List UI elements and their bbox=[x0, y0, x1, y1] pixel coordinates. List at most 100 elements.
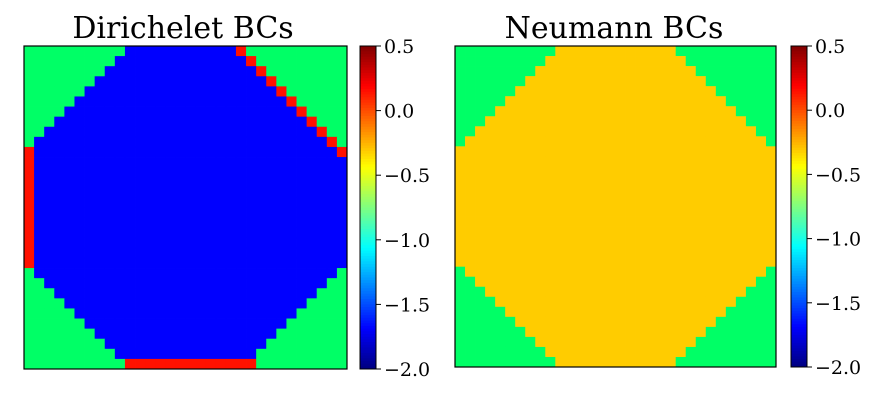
heatmap-cell-interior bbox=[135, 126, 146, 138]
heatmap-cell-interior bbox=[615, 156, 626, 167]
heatmap-cell-corner bbox=[94, 66, 106, 77]
heatmap-cell-interior bbox=[235, 86, 247, 97]
colorbar-segment bbox=[360, 118, 376, 122]
heatmap-cell-interior bbox=[705, 176, 717, 187]
heatmap-cell-interior bbox=[44, 146, 55, 158]
heatmap-cell-corner bbox=[246, 46, 257, 57]
heatmap-cell-interior bbox=[595, 206, 606, 217]
heatmap-cell-interior bbox=[525, 116, 536, 127]
heatmap-cell-interior bbox=[605, 146, 616, 157]
heatmap-cell-interior bbox=[695, 326, 707, 338]
heatmap-cell-interior bbox=[34, 268, 45, 279]
heatmap-cell-corner bbox=[705, 66, 717, 77]
heatmap-cell-interior bbox=[635, 246, 646, 258]
heatmap-cell-corner bbox=[455, 316, 466, 328]
colorbar-segment bbox=[360, 352, 376, 357]
heatmap-cell-interior bbox=[485, 136, 496, 147]
colorbar-segment bbox=[360, 328, 376, 332]
heatmap-cell-interior bbox=[94, 167, 106, 178]
heatmap-cell-interior bbox=[326, 247, 338, 259]
heatmap-cell-interior bbox=[695, 176, 707, 187]
heatmap-cell-interior bbox=[595, 226, 606, 237]
heatmap-cell-interior bbox=[525, 76, 536, 87]
colorbar-segment bbox=[791, 345, 807, 349]
heatmap-cell-interior bbox=[645, 336, 657, 348]
heatmap-cell-corner bbox=[54, 358, 65, 370]
heatmap-cell-interior bbox=[316, 278, 328, 289]
heatmap-cell-corner bbox=[515, 336, 526, 348]
heatmap-cell-corner bbox=[465, 346, 476, 358]
heatmap-cell-interior bbox=[104, 96, 116, 107]
heatmap-cell-interior bbox=[296, 157, 308, 168]
heatmap-cell-interior bbox=[124, 318, 136, 330]
heatmap-cell-corner bbox=[286, 328, 297, 340]
heatmap-cell-interior bbox=[575, 266, 586, 278]
colorbar-segment bbox=[791, 54, 807, 58]
heatmap-cell-interior bbox=[145, 247, 156, 259]
heatmap-cell-corner bbox=[74, 318, 85, 330]
heatmap-cell-interior bbox=[505, 256, 516, 268]
heatmap-cell-interior bbox=[135, 187, 146, 198]
heatmap-cell-interior bbox=[64, 106, 75, 118]
heatmap-cell-interior bbox=[675, 286, 687, 298]
heatmap-cell-interior bbox=[755, 136, 767, 147]
heatmap-cell-interior bbox=[645, 76, 657, 87]
heatmap-cell-interior bbox=[605, 86, 616, 97]
heatmap-cell-interior bbox=[205, 157, 217, 168]
heatmap-cell-corner bbox=[84, 358, 96, 370]
colorbar-segment bbox=[360, 142, 376, 147]
heatmap-cell-interior bbox=[104, 268, 116, 279]
heatmap-cell-interior bbox=[555, 326, 566, 338]
heatmap-cell-interior bbox=[645, 146, 657, 157]
heatmap-cell-boundary bbox=[205, 358, 217, 370]
heatmap-cell-interior bbox=[135, 96, 146, 107]
colorbar-segment bbox=[791, 273, 807, 277]
heatmap-cell-boundary bbox=[145, 358, 156, 370]
heatmap-cell-interior bbox=[246, 187, 257, 198]
heatmap-cell-corner bbox=[24, 318, 35, 330]
heatmap-cell-corner bbox=[545, 356, 556, 368]
colorbar-segment bbox=[791, 358, 807, 363]
heatmap-cell-corner bbox=[326, 66, 338, 77]
heatmap-cell-interior bbox=[256, 126, 267, 138]
heatmap-cell-corner bbox=[765, 116, 777, 127]
heatmap-cell-interior bbox=[145, 217, 156, 229]
heatmap-cell-corner bbox=[94, 46, 106, 57]
heatmap-cell-interior bbox=[165, 237, 176, 249]
heatmap-cell-interior bbox=[175, 66, 186, 77]
heatmap-cell-interior bbox=[535, 106, 546, 117]
heatmap-cell-corner bbox=[266, 66, 277, 77]
heatmap-cell-interior bbox=[195, 56, 207, 67]
heatmap-cell-interior bbox=[535, 196, 546, 207]
heatmap-cell-interior bbox=[326, 197, 338, 208]
heatmap-cell-corner bbox=[495, 66, 506, 77]
heatmap-cell-corner bbox=[725, 86, 737, 97]
heatmap-cell-interior bbox=[505, 216, 516, 227]
heatmap-cell-interior bbox=[114, 197, 126, 208]
heatmap-cell-interior bbox=[306, 288, 318, 299]
heatmap-cell-corner bbox=[296, 46, 308, 57]
heatmap-cell-interior bbox=[705, 166, 717, 177]
heatmap-cell-interior bbox=[595, 186, 606, 197]
heatmap-cell-corner bbox=[326, 106, 338, 118]
heatmap-cell-interior bbox=[94, 217, 106, 229]
heatmap-cell-interior bbox=[34, 227, 45, 239]
heatmap-cell-corner bbox=[64, 318, 75, 330]
heatmap-cell-interior bbox=[455, 216, 466, 227]
heatmap-cell-interior bbox=[286, 116, 297, 128]
heatmap-cell-corner bbox=[74, 56, 85, 67]
heatmap-cell-corner bbox=[316, 46, 328, 57]
heatmap-cell-interior bbox=[645, 166, 657, 177]
heatmap-cell-interior bbox=[575, 306, 586, 318]
heatmap-cell-interior bbox=[195, 46, 207, 57]
heatmap-cell-interior bbox=[195, 268, 207, 279]
heatmap-cell-corner bbox=[326, 96, 338, 107]
colorbar-segment bbox=[791, 59, 807, 63]
heatmap-cell-interior bbox=[235, 126, 247, 138]
heatmap-cell-interior bbox=[326, 217, 338, 229]
heatmap-cell-interior bbox=[495, 226, 506, 237]
heatmap-cell-interior bbox=[175, 167, 186, 178]
heatmap-cell-interior bbox=[205, 66, 217, 77]
heatmap-cell-interior bbox=[64, 197, 75, 208]
heatmap-cell-interior bbox=[615, 56, 626, 67]
